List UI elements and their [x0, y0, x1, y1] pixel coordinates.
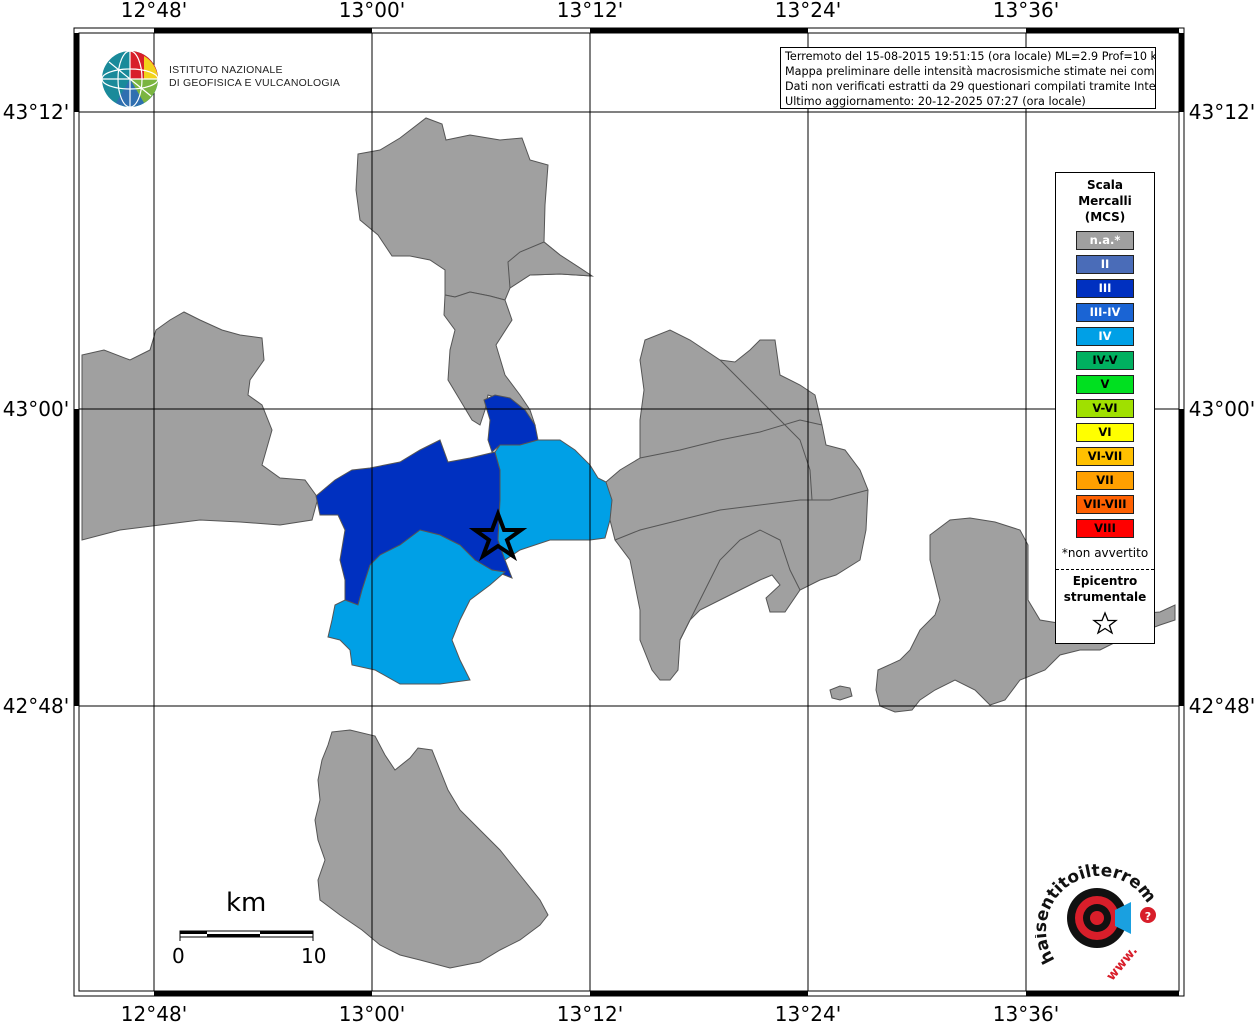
axis-labels-left: 43°12' 43°00' 42°48' [3, 100, 69, 718]
legend-epicenter-line1: Epicentro [1072, 574, 1138, 588]
legend-title-line2: Mercalli [1078, 194, 1132, 208]
haisentito-logo: haisentitoilterremoto.it ? www. [1035, 860, 1160, 980]
legend-swatch: III [1076, 279, 1134, 298]
scale-bar [179, 930, 314, 941]
municipality-east-inner-2 [614, 489, 869, 541]
legend-swatch: VII-VIII [1076, 495, 1134, 514]
legend-swatch: IV-V [1076, 351, 1134, 370]
municipalities-not-available [81, 117, 1176, 969]
legend-swatch: V [1076, 375, 1134, 394]
svg-text:?: ? [1145, 910, 1151, 923]
legend-title-line1: Scala [1086, 178, 1124, 192]
municipality-east-cluster [605, 329, 869, 681]
lon-label-bottom: 13°12' [557, 1002, 623, 1024]
legend-swatch: V-VI [1076, 399, 1134, 418]
lon-label-top: 13°00' [339, 0, 405, 22]
legend-swatch: VI-VII [1076, 447, 1134, 466]
lat-label-right: 43°00' [1189, 397, 1255, 421]
legend-swatch: III-IV [1076, 303, 1134, 322]
scalebar-min: 0 [172, 944, 185, 968]
ingv-line2: DI GEOFISICA E VULCANOLOGIA [169, 77, 341, 89]
info-line3: Dati non verificati estratti da 29 quest… [785, 80, 1156, 93]
graticule [79, 33, 1179, 991]
ingv-line1: ISTITUTO NAZIONALE [169, 64, 283, 76]
info-line4: Ultimo aggiornamento: 20-12-2025 07:27 (… [785, 95, 1086, 108]
map-frame [73, 27, 1185, 997]
municipality-east-inner-4 [719, 359, 813, 501]
epicenter-star [468, 508, 528, 562]
municipality-east-inner-1 [639, 419, 823, 459]
lon-label-bottom: 12°48' [121, 1002, 187, 1024]
axis-labels-right: 43°12' 43°00' 42°48' [1189, 100, 1255, 718]
legend-note: *non avvertito [1061, 546, 1149, 560]
haisentito-url-text: www. [1104, 944, 1141, 980]
legend-epicenter-label: Epicentro strumentale [1056, 573, 1154, 605]
scalebar-max: 10 [301, 944, 327, 968]
lat-label-right: 43°12' [1189, 100, 1255, 124]
legend-swatch: VIII [1076, 519, 1134, 538]
municipality-east-inner-3 [679, 529, 801, 641]
legend-swatch: IV [1076, 327, 1134, 346]
lat-label-left: 43°00' [3, 397, 69, 421]
legend-swatch: n.a.* [1076, 231, 1134, 250]
legend-swatch: II [1076, 255, 1134, 274]
legend-divider [1056, 569, 1154, 570]
mcs-legend: Scala Mercalli (MCS) *non avvertito Epic… [1055, 172, 1155, 644]
lat-label-left: 42°48' [3, 694, 69, 718]
lon-label-bottom: 13°00' [339, 1002, 405, 1024]
legend-swatch: VII [1076, 471, 1134, 490]
lat-label-right: 42°48' [1189, 694, 1255, 718]
municipality-far-east-small [829, 685, 853, 701]
legend-swatch: VI [1076, 423, 1134, 442]
axis-labels-top: 12°48' 13°00' 13°12' 13°24' 13°36' [121, 0, 1059, 22]
scalebar-unit: km [226, 888, 267, 918]
axis-labels-bottom: 12°48' 13°00' 13°12' 13°24' 13°36' [121, 1002, 1059, 1024]
lon-label-top: 12°48' [121, 0, 187, 22]
ingv-globe-icon [101, 50, 159, 108]
ingv-institute-name: ISTITUTO NAZIONALE DI GEOFISICA E VULCAN… [169, 64, 340, 90]
municipality-north-east [507, 241, 594, 289]
lon-label-top: 13°24' [775, 0, 841, 22]
municipality-west [81, 311, 319, 541]
lat-label-left: 43°12' [3, 100, 69, 124]
lon-label-top: 13°36' [993, 0, 1059, 22]
legend-title: Scala Mercalli (MCS) [1056, 177, 1154, 225]
info-line1: Terremoto del 15-08-2015 19:51:15 (ora l… [785, 50, 1156, 63]
earthquake-info-box: Terremoto del 15-08-2015 19:51:15 (ora l… [780, 47, 1156, 109]
municipality-south [314, 729, 549, 969]
epicenter-star-icon [1092, 611, 1118, 635]
lon-label-top: 13°12' [557, 0, 623, 22]
lon-label-bottom: 13°24' [775, 1002, 841, 1024]
legend-epicenter-line2: strumentale [1063, 590, 1147, 604]
info-line2: Mappa preliminare delle intensità macros… [785, 65, 1156, 78]
lon-label-bottom: 13°36' [993, 1002, 1059, 1024]
legend-title-line3: (MCS) [1084, 210, 1126, 224]
